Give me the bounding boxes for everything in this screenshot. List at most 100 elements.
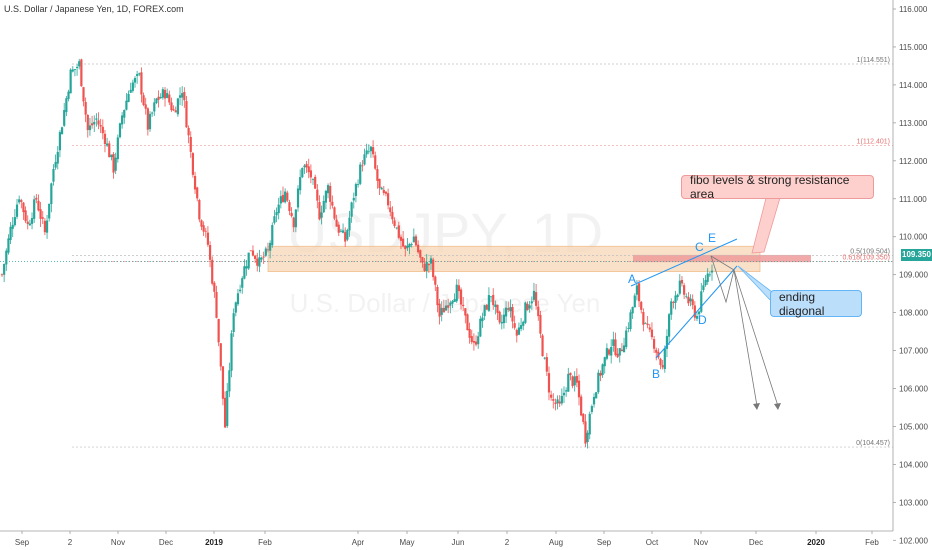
candle-body [472, 341, 476, 343]
candle-body [35, 197, 38, 200]
candle-body [118, 123, 122, 138]
candle-body [69, 69, 72, 94]
candle-body [18, 199, 21, 203]
candle-body [513, 323, 516, 328]
candle-body [326, 185, 330, 194]
candle-body [114, 157, 117, 171]
candle-body [702, 285, 705, 291]
candle-body [436, 286, 439, 306]
candle-body [408, 244, 411, 247]
candle-body [667, 314, 671, 337]
candle-body [421, 257, 424, 263]
candle-body [230, 333, 233, 371]
candle-body [384, 191, 388, 194]
candle-body [78, 61, 81, 67]
time-tick-label: Feb [258, 538, 272, 547]
candle-body [571, 376, 574, 387]
resistance-callout[interactable]: fibo levels & strong resistance area [681, 173, 874, 201]
candle-body [704, 280, 707, 286]
candle-body [148, 113, 152, 130]
candle-body [541, 335, 544, 357]
candle-body [191, 153, 195, 175]
price-tick-label: 109.000 [899, 271, 928, 280]
candle-body [356, 184, 360, 185]
time-tick-label: May [399, 538, 414, 547]
candle-body [256, 258, 259, 266]
candle-body [258, 257, 261, 267]
candle-body [348, 217, 351, 231]
candle-body [341, 230, 345, 233]
candle-body [290, 212, 293, 217]
projection-arrowhead [753, 403, 760, 410]
candle-body [116, 137, 119, 160]
candle-body [545, 357, 548, 372]
candle-body [176, 98, 179, 115]
candle-body [633, 295, 636, 308]
candle-body [369, 146, 373, 152]
candle-body [419, 250, 422, 258]
candle-body [215, 292, 218, 318]
candle-body [676, 294, 679, 298]
candle-body [595, 392, 598, 399]
candle-body [344, 232, 347, 242]
candle-body [389, 207, 392, 213]
candle-body [584, 421, 587, 444]
candle-body [20, 200, 23, 202]
time-tick-label: Aug [549, 538, 563, 547]
candle-body [266, 249, 270, 251]
candle-body [80, 59, 83, 87]
candle-body [254, 255, 257, 259]
ending-diagonal-callout[interactable]: ending diagonal [770, 290, 862, 318]
candle-body [106, 143, 109, 146]
candle-body [73, 69, 77, 70]
candle-body [442, 307, 445, 313]
candle-body [612, 339, 615, 346]
candle-body [434, 276, 437, 285]
candle-body [292, 217, 295, 228]
candle-body [99, 125, 102, 127]
candle-body [365, 150, 368, 155]
candle-body [314, 176, 317, 189]
time-tick-label: Nov [694, 538, 708, 547]
time-tick-label: 2 [505, 538, 510, 547]
candle-body [43, 220, 47, 233]
candle-body [395, 227, 398, 229]
time-tick-label: 2019 [205, 538, 223, 547]
price-tick-label: 104.000 [899, 460, 928, 469]
candle-body [22, 202, 25, 213]
price-tick-label: 102.000 [899, 536, 928, 545]
candle-body [695, 316, 699, 319]
candle-body [131, 82, 134, 91]
candle-body [288, 202, 291, 212]
candle-body [163, 89, 167, 99]
candle-body [196, 187, 199, 199]
candle-body [142, 95, 145, 105]
candle-body [48, 203, 51, 219]
projection-arrowhead [774, 403, 781, 410]
candle-body [674, 295, 677, 303]
candle-body [474, 341, 478, 345]
candle-body [543, 357, 546, 359]
candle-body [468, 328, 471, 338]
candle-body [517, 327, 521, 335]
candle-body [399, 236, 403, 241]
time-tick-label: Apr [352, 538, 365, 547]
candle-body [86, 114, 89, 131]
candle-body [620, 349, 624, 351]
candle-body [206, 232, 210, 245]
candle-body [457, 285, 460, 292]
candle-body [271, 225, 274, 246]
candle-body [307, 166, 310, 173]
candle-body [502, 314, 506, 324]
time-tick-label: Sep [597, 538, 612, 547]
candle-body [483, 305, 486, 317]
candle-body [655, 349, 658, 353]
candle-body [425, 262, 428, 271]
candle-body [459, 289, 463, 305]
candle-body [103, 133, 107, 144]
candle-body [217, 318, 220, 343]
candle-body [535, 292, 538, 306]
price-tick-label: 111.000 [899, 195, 927, 204]
candle-body [335, 219, 338, 227]
